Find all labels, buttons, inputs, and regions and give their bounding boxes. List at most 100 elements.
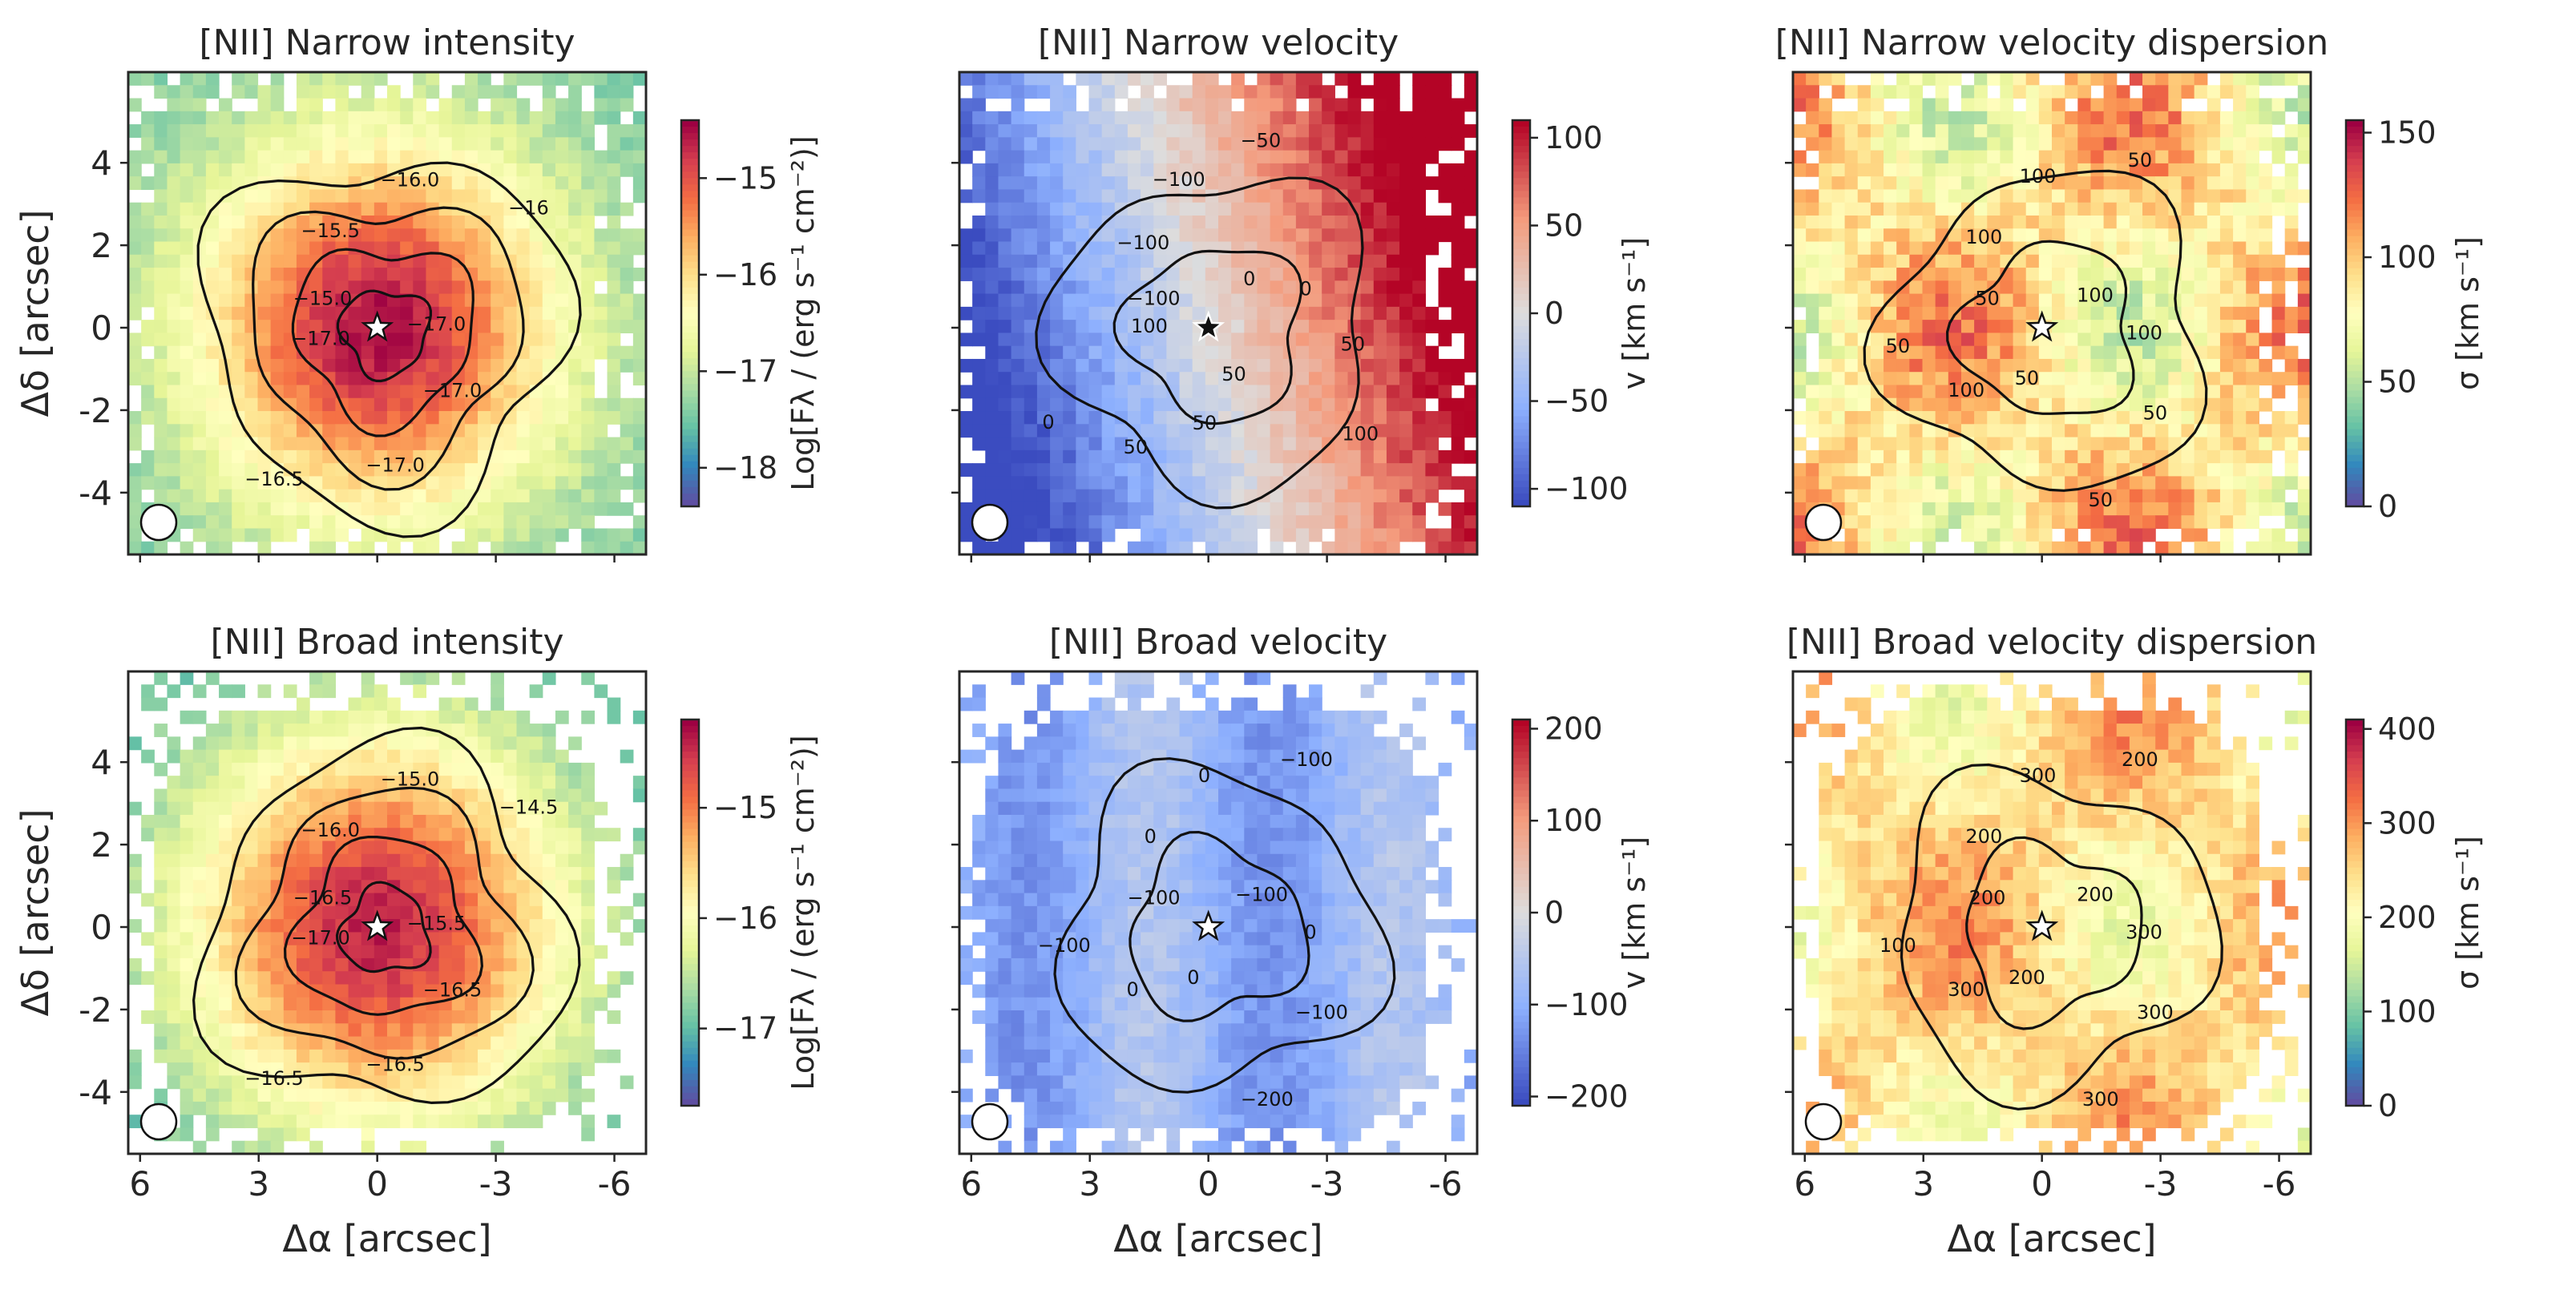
map-pixel <box>2194 124 2208 138</box>
map-pixel <box>2259 293 2273 308</box>
map-pixel <box>1282 189 1297 204</box>
map-pixel <box>309 541 323 555</box>
map-pixel <box>1231 372 1245 386</box>
map-pixel <box>296 98 310 112</box>
map-pixel <box>1935 411 1949 425</box>
map-pixel <box>2194 254 2208 268</box>
map-pixel <box>400 710 414 724</box>
map-pixel <box>1857 85 1871 99</box>
map-pixel <box>1153 476 1167 490</box>
map-pixel <box>1166 528 1181 542</box>
map-pixel <box>270 85 285 99</box>
map-pixel <box>2259 358 2273 373</box>
map-pixel <box>1257 254 1271 268</box>
map-pixel <box>2168 189 2182 204</box>
map-pixel <box>2219 215 2234 229</box>
map-pixel <box>1857 306 1871 320</box>
map-pixel <box>1451 515 1465 530</box>
map-pixel <box>180 801 194 816</box>
map-pixel <box>309 228 323 243</box>
map-pixel <box>632 788 647 803</box>
map-pixel <box>959 411 973 425</box>
map-pixel <box>335 801 349 816</box>
map-pixel <box>503 489 518 503</box>
map-pixel <box>1114 515 1129 530</box>
map-pixel <box>998 397 1012 412</box>
map-pixel <box>2168 228 2182 243</box>
map-pixel <box>1960 111 1975 125</box>
map-pixel <box>529 449 543 464</box>
map-pixel <box>1024 111 1038 125</box>
map-pixel <box>568 372 582 386</box>
map-pixel <box>1974 397 1988 412</box>
map-pixel <box>309 333 323 347</box>
map-pixel <box>972 241 986 256</box>
map-pixel <box>2090 502 2105 516</box>
map-pixel <box>438 268 453 281</box>
map-pixel <box>581 111 595 125</box>
map-pixel <box>1127 137 1141 151</box>
map-pixel <box>1922 202 1936 216</box>
map-pixel <box>154 489 168 503</box>
map-pixel <box>1386 476 1400 490</box>
map-pixel <box>1438 476 1452 490</box>
map-pixel <box>1922 385 1936 399</box>
map-pixel <box>128 176 142 191</box>
nucleus-star-icon <box>361 310 394 342</box>
map-pixel <box>2065 176 2078 191</box>
contour-label: 0 <box>1042 411 1054 433</box>
map-pixel <box>1257 515 1271 530</box>
map-pixel <box>1793 345 1807 360</box>
map-pixel <box>1386 293 1400 308</box>
map-pixel <box>1373 320 1387 334</box>
map-pixel <box>2129 541 2143 555</box>
map-pixel <box>1360 268 1375 281</box>
map-pixel <box>296 124 310 138</box>
map-pixel <box>1960 345 1975 360</box>
map-pixel <box>1960 449 1975 464</box>
map-pixel <box>2116 111 2130 125</box>
map-pixel <box>2246 150 2259 164</box>
map-pixel <box>1231 72 1245 86</box>
map-pixel <box>2168 124 2182 138</box>
map-pixel <box>387 814 401 828</box>
map-pixel <box>1036 528 1051 542</box>
map-pixel <box>503 189 518 204</box>
map-pixel <box>542 397 556 412</box>
map-pixel <box>555 788 569 803</box>
map-pixel <box>1050 476 1064 490</box>
map-pixel <box>1922 345 1936 360</box>
map-pixel <box>503 385 518 399</box>
map-pixel <box>2271 280 2286 295</box>
map-pixel <box>1295 411 1310 425</box>
map-pixel <box>1011 280 1025 295</box>
map-pixel <box>2155 176 2169 191</box>
map-pixel <box>1153 449 1167 464</box>
map-pixel <box>503 228 518 243</box>
y-tick-label: -2 <box>79 391 112 430</box>
map-pixel <box>620 124 634 138</box>
map-pixel <box>257 424 272 438</box>
map-pixel <box>478 72 491 86</box>
map-pixel <box>2038 424 2053 438</box>
map-pixel <box>1127 489 1141 503</box>
map-pixel <box>1844 463 1859 477</box>
map-pixel <box>1114 137 1129 151</box>
map-pixel <box>998 124 1012 138</box>
map-pixel <box>620 867 634 881</box>
map-pixel <box>529 841 543 855</box>
map-pixel <box>2129 333 2143 347</box>
map-pixel <box>128 345 142 360</box>
map-pixel <box>2116 124 2130 138</box>
map-pixel <box>2233 150 2247 164</box>
map-pixel <box>998 85 1012 99</box>
map-pixel <box>1088 345 1103 360</box>
map-pixel <box>1464 345 1478 360</box>
map-pixel <box>2194 502 2208 516</box>
map-pixel <box>1244 345 1258 360</box>
map-pixel <box>205 176 220 191</box>
map-pixel <box>283 397 297 412</box>
map-pixel <box>2129 202 2143 216</box>
map-pixel <box>1050 345 1064 360</box>
map-pixel <box>322 841 336 855</box>
